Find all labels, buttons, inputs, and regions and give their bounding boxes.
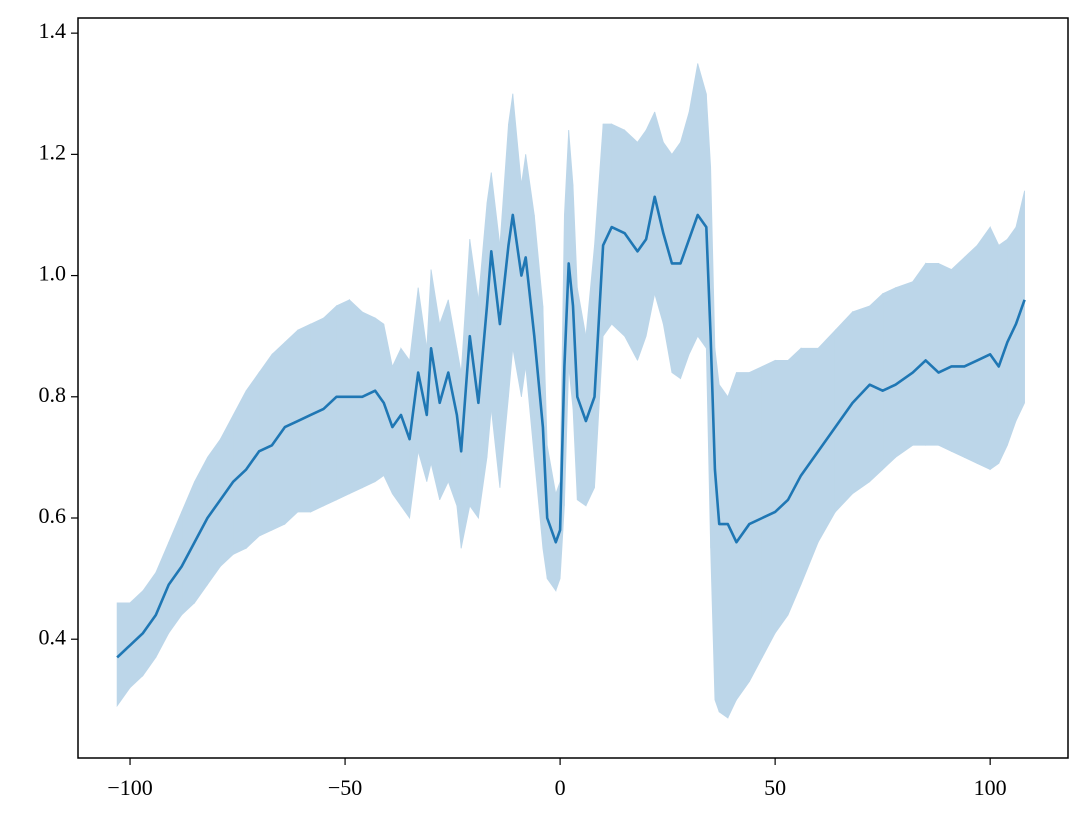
band-segment [671, 140, 681, 380]
band-segment [168, 511, 183, 635]
band-segment [963, 244, 978, 465]
band-segment [486, 172, 492, 458]
x-tick-label: 0 [555, 775, 566, 800]
band-segment [951, 256, 965, 459]
band-segment [714, 348, 720, 713]
band-segment [727, 372, 737, 719]
band-segment [989, 226, 1000, 471]
band-segment [624, 129, 638, 361]
y-tick-label: 1.0 [39, 261, 67, 286]
band-segment [207, 437, 221, 586]
band-segment [585, 245, 595, 507]
band-segment [800, 347, 819, 585]
y-tick-label: 0.8 [39, 382, 67, 407]
band-segment [938, 262, 952, 452]
y-tick-label: 1.2 [39, 139, 67, 164]
band-layer [116, 63, 1025, 719]
x-tick-label: 50 [764, 775, 786, 800]
band-segment [490, 172, 501, 488]
y-tick-label: 1.4 [39, 18, 67, 43]
axes-layer: −100 −50 0 50 100 0.4 0.6 0.8 1.0 1.2 1.4 [39, 18, 1007, 800]
line-layer [116, 195, 1026, 659]
band-segment [912, 262, 927, 446]
band-segment [882, 287, 896, 471]
band-segment [834, 310, 853, 513]
band-segment [430, 269, 441, 500]
x-tick-label: −50 [328, 775, 362, 800]
band-segment [688, 63, 699, 355]
band-segment [895, 281, 914, 459]
x-tick-label: 100 [974, 775, 1007, 800]
y-tick-label: 0.6 [39, 503, 67, 528]
band-segment [336, 299, 350, 501]
band-segment [1015, 190, 1025, 422]
y-tick-label: 0.4 [39, 624, 67, 649]
band-segment [925, 263, 939, 446]
band-segment [774, 360, 789, 635]
band-segment [718, 383, 729, 719]
band-segment [817, 329, 836, 544]
plot-frame [77, 17, 1069, 759]
band-segment [976, 225, 991, 471]
band-segment [697, 63, 707, 350]
band-segment [761, 359, 776, 658]
band-segment [361, 311, 376, 489]
band-segment [736, 372, 750, 702]
x-tick-label: −100 [107, 775, 152, 800]
line [116, 195, 1026, 659]
